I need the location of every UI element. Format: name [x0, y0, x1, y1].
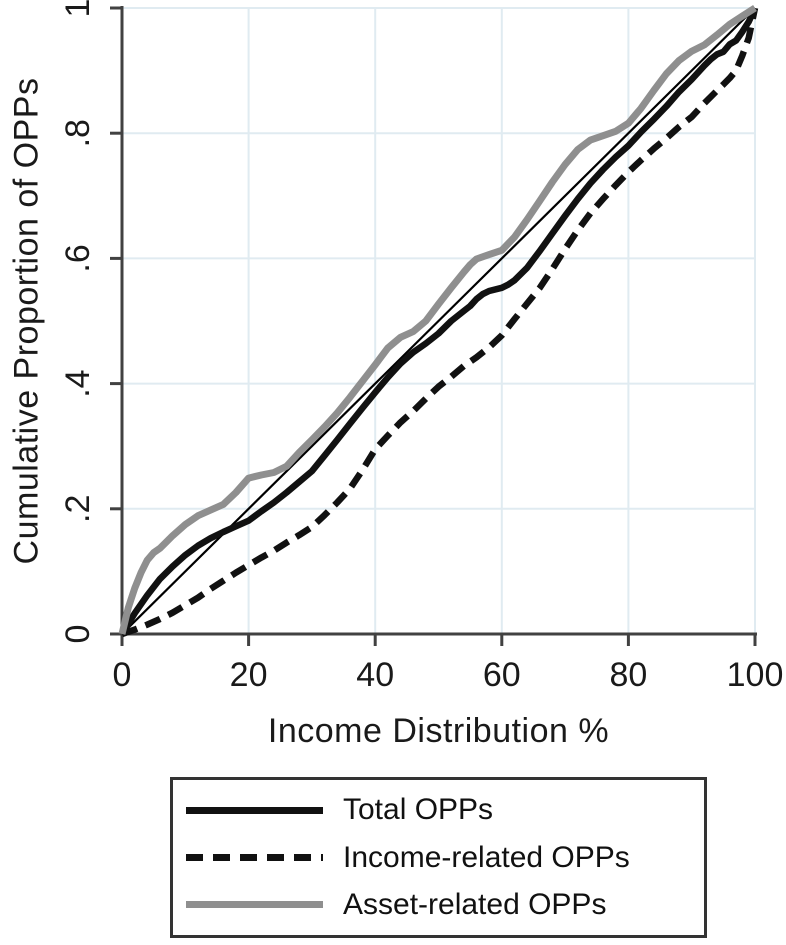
y-tick-label: .2 [59, 495, 97, 523]
x-axis-title: Income Distribution % [267, 712, 610, 750]
legend-label: Asset-related OPPs [343, 887, 607, 921]
x-tick-label: 20 [230, 656, 268, 694]
legend-label: Income-related OPPs [343, 840, 630, 874]
y-tick-label: .4 [59, 369, 97, 397]
solid-black-line-swatch [186, 806, 323, 814]
x-tick-label: 80 [609, 656, 647, 694]
series-curve-total-opps [119, 6, 758, 636]
solid-gray-line-swatch [186, 901, 323, 909]
x-tick-label: 0 [113, 656, 132, 694]
series-curve-equality-line [121, 7, 756, 635]
plot-svg: 0 20 40 60 80 100 0 .2 .4 .6 .8 1 [59, 0, 784, 694]
legend-box: Total OPPs Income-related OPPs Asset-rel… [170, 777, 707, 938]
y-tick-label: .8 [59, 119, 97, 147]
series-curve-income-related-opps [120, 7, 759, 638]
y-tick-label: 1 [59, 0, 97, 17]
legend-label: Total OPPs [343, 793, 494, 827]
dashed-black-line-swatch [186, 854, 323, 861]
y-tick-label: 0 [59, 625, 97, 644]
y-tick-label: .6 [59, 244, 97, 272]
legend-entry-asset-related-opps: Asset-related OPPs [186, 888, 704, 922]
legend-entry-total-opps: Total OPPs [186, 793, 704, 827]
y-axis-title: Cumulative Proportion of OPPs [7, 77, 46, 565]
x-tick-label: 100 [727, 656, 784, 694]
series-curve-asset-related-opps [118, 5, 757, 635]
legend-entry-income-related-opps: Income-related OPPs [186, 841, 704, 875]
x-tick-label: 60 [483, 656, 521, 694]
x-tick-label: 40 [356, 656, 394, 694]
